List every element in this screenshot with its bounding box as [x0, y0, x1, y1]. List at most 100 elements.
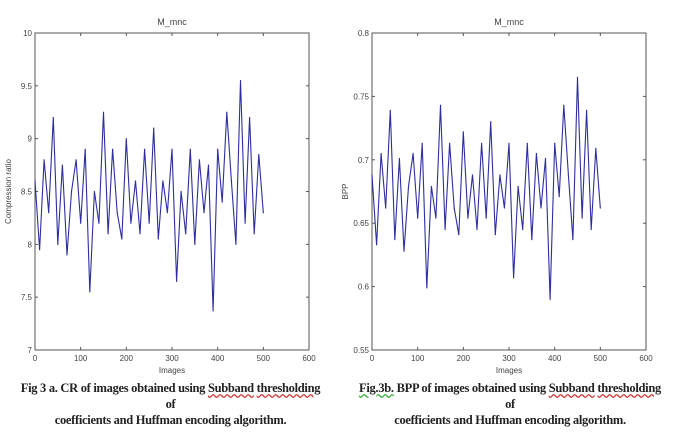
data-point [549, 298, 551, 300]
data-point [517, 185, 519, 188]
data-point [116, 212, 118, 214]
data-point [258, 153, 260, 156]
data-point [212, 310, 214, 312]
data-point [508, 142, 510, 144]
caption-text: Fig 3 a. CR of images obtained using [20, 381, 208, 395]
x-tick-label: 400 [211, 354, 225, 363]
caption-text: of [505, 397, 515, 411]
axes-box [371, 32, 647, 351]
data-point [494, 234, 496, 236]
data-point [48, 212, 50, 214]
x-tick-label: 100 [74, 354, 88, 363]
data-point [412, 152, 414, 155]
data-point [139, 233, 141, 235]
x-tick-label: 100 [411, 354, 425, 363]
data-point [380, 152, 382, 155]
data-point [439, 104, 442, 106]
caption-text: of [165, 397, 176, 411]
data-point [107, 233, 109, 235]
y-tick-label: 0.6 [358, 283, 370, 292]
data-point [166, 212, 169, 214]
caption-line-1: Fig 3 a. CR of images obtained using Sub… [18, 380, 323, 412]
x-axis-label: Images [159, 366, 185, 375]
caption-word-thresholding: thresholding [597, 381, 661, 395]
data-point [526, 142, 528, 144]
y-tick-label: 0.75 [353, 92, 369, 101]
data-point [462, 131, 464, 133]
data-point [398, 157, 400, 160]
data-point [417, 217, 419, 219]
x-tick-label: 200 [120, 354, 134, 363]
plot-compression-ratio: 0 100 200 300 400 500 600 7 7.5 8 8.5 9 9.5 10 M_mnc Im… [4, 17, 316, 375]
data-point [175, 280, 178, 282]
data-point [371, 174, 373, 176]
data-point [490, 121, 492, 123]
data-point [171, 148, 173, 150]
data-point [595, 147, 597, 149]
data-point [535, 152, 538, 155]
data-point [189, 148, 191, 150]
data-point [453, 207, 455, 209]
data-point [217, 148, 219, 150]
x-tick-label: 500 [594, 354, 608, 363]
data-point [125, 138, 127, 140]
data-point [84, 148, 86, 150]
data-point [430, 185, 432, 188]
data-point [554, 142, 556, 144]
data-point [576, 76, 579, 78]
data-point [512, 277, 515, 279]
data-point [522, 228, 524, 231]
data-point [207, 164, 210, 166]
data-point [375, 244, 378, 246]
caption-line-1: Fig.3b. BPP of images obtained using Sub… [355, 380, 665, 412]
caption-word-subband: Subband [548, 381, 595, 395]
data-point [389, 109, 391, 111]
data-point [130, 222, 132, 224]
x-tick-label: 200 [457, 354, 471, 363]
caption-word-thresholding: thresholding [256, 381, 321, 395]
data-point [89, 291, 91, 293]
y-tick-label: 7.5 [21, 293, 33, 302]
data-point [144, 148, 146, 150]
data-point [485, 217, 487, 219]
data-point [599, 207, 601, 209]
data-point [57, 243, 59, 245]
x-tick-label: 300 [502, 354, 516, 363]
y-axis-label: Compression ratio [4, 158, 13, 223]
data-point [162, 180, 164, 182]
data-point [540, 207, 542, 209]
data-point [70, 190, 73, 193]
data-point [394, 239, 396, 241]
data-point [203, 212, 205, 214]
y-tick-label: 8.5 [21, 188, 33, 197]
data-point [444, 228, 446, 231]
data-point [426, 287, 428, 289]
data-point [221, 201, 223, 203]
data-point [421, 142, 423, 144]
data-point [481, 142, 483, 144]
data-point [403, 250, 405, 252]
data-point [148, 222, 150, 224]
data-point [194, 243, 196, 245]
data-point [435, 217, 437, 219]
y-tick-label: 7 [28, 346, 33, 355]
data-point [157, 238, 159, 240]
data-point [180, 190, 182, 193]
plot-bpp: 0 100 200 300 400 500 600 0.55 0.6 0.65 0.7 0.75 0.8… [341, 17, 653, 375]
x-tick-label: 600 [639, 354, 653, 363]
caption-fig-3b: Fig.3b. BPP of images obtained using Sub… [355, 380, 665, 428]
data-point [153, 127, 155, 129]
data-point [558, 195, 560, 198]
data-point [80, 222, 82, 224]
chart-title: M_mnc [157, 17, 187, 27]
y-tick-label: 0.7 [358, 156, 370, 165]
data-point [235, 243, 237, 245]
caption-fig-label: Fig.3b. [359, 381, 394, 395]
y-tick-label: 9 [28, 135, 33, 144]
data-point [112, 148, 114, 150]
data-point [458, 234, 460, 236]
caption-line-2: coefficients and Huffman encoding algori… [54, 413, 287, 427]
x-tick-label: 0 [370, 354, 375, 363]
data-point [581, 217, 583, 219]
data-point [43, 159, 45, 161]
